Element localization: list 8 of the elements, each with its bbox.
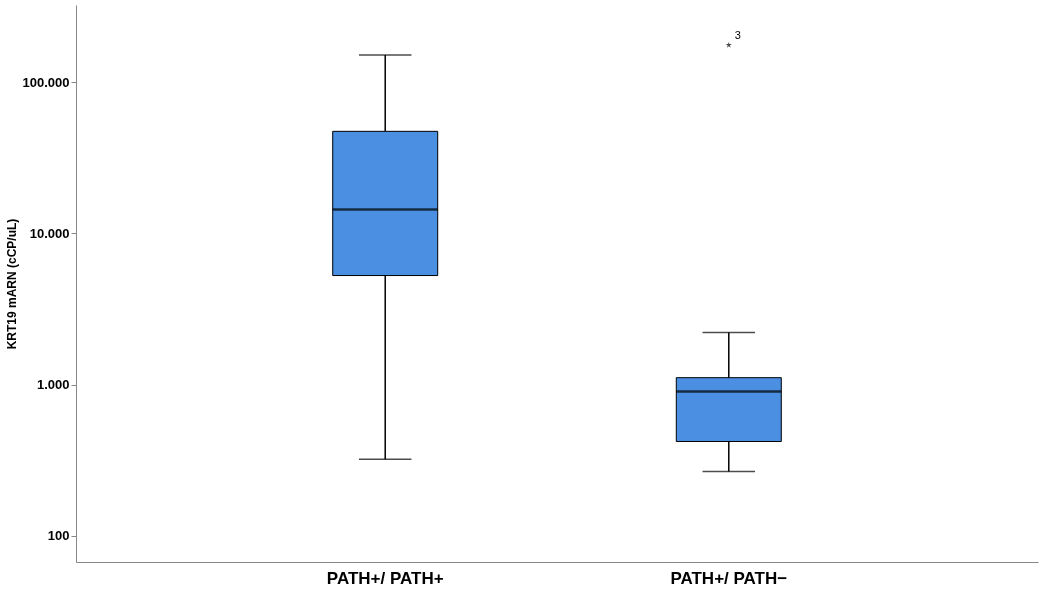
y-tick-label: 100 [47,528,70,544]
y-tick-label: 1.000 [36,377,70,393]
annotation: 3 [734,29,741,42]
x-tick-label: PATH+/ PATH+ [326,568,444,588]
y-axis-title: KRT19 mARN (cCP/uL) [4,218,19,350]
y-tick-label: 100.000 [22,74,70,90]
y-tick-label: 10.000 [29,225,70,241]
x-tick-label: PATH+/ PATH− [670,568,788,588]
